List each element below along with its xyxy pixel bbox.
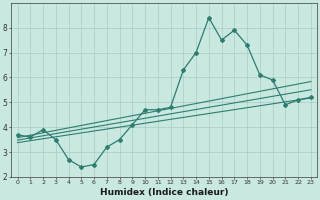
- X-axis label: Humidex (Indice chaleur): Humidex (Indice chaleur): [100, 188, 228, 197]
